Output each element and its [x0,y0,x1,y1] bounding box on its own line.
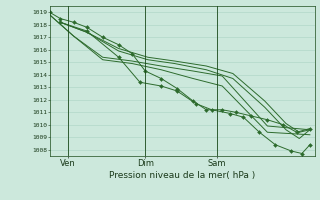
X-axis label: Pression niveau de la mer( hPa ): Pression niveau de la mer( hPa ) [109,171,256,180]
